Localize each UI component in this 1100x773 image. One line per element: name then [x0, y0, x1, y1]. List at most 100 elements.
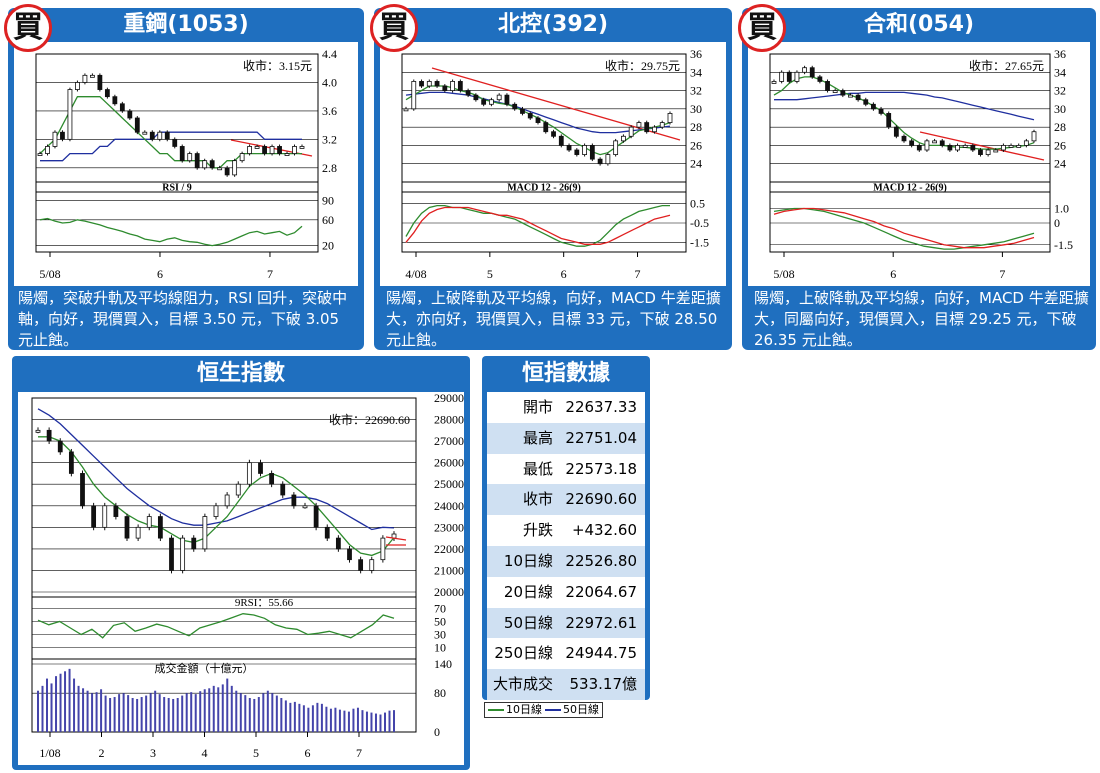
analysis-comment: 陽燭，上破降軌及平均線，向好，MACD 牛差距擴大，亦向好，現價買入，目標 33…: [386, 289, 721, 349]
sub-series-line: [773, 207, 1035, 249]
candle-body: [258, 462, 263, 474]
candle-body: [302, 505, 308, 509]
candle-body: [269, 473, 275, 485]
candle-body: [324, 526, 330, 539]
volume-tick-label: 0: [434, 725, 440, 739]
x-tick-label: 3: [150, 746, 156, 760]
hsi-card: 恒生指數 29000 28000 27000 26000 25000 24000 23000…: [12, 356, 470, 770]
sub-y-tick-label: 0: [1054, 216, 1060, 230]
candle-body: [848, 94, 853, 98]
candle-body: [213, 505, 219, 517]
legend-label-ma10: 10日線: [506, 703, 542, 716]
candle-body: [605, 154, 611, 165]
candle-body: [1001, 145, 1006, 151]
x-tick-label: 5: [487, 267, 493, 281]
sub-series-line: [405, 204, 670, 247]
candle-body: [481, 99, 487, 105]
rsi-tick-label: 50: [434, 615, 446, 629]
candle-body: [75, 82, 80, 90]
candle-body: [202, 160, 208, 169]
candle-body: [277, 146, 282, 154]
candle-body: [450, 81, 455, 91]
candle-body: [916, 145, 922, 151]
x-tick-label: 6: [890, 267, 896, 281]
candle-body: [901, 135, 907, 142]
candle-body: [35, 429, 41, 433]
chart-area: 36 34 32 30 28 26 24 收市：27.65元 MACD 12 - 26(9) 1.…: [748, 42, 1090, 286]
candle-body: [269, 146, 275, 154]
x-tick-label: 4: [202, 746, 208, 760]
y-tick-label: 30: [690, 102, 702, 116]
candle-body: [37, 153, 43, 156]
candle-body: [504, 94, 510, 105]
table-row: 250日線 24944.75: [487, 638, 645, 669]
y-tick-label: 30: [1054, 102, 1066, 116]
x-tick-label: 6: [561, 267, 567, 281]
legend-swatch-ma10: [488, 709, 504, 711]
chart-area: 36 34 32 30 28 26 24 收市：29.75元 MACD 12 - 26(9) 0.…: [380, 42, 726, 286]
y-tick-label: 20000: [434, 585, 464, 599]
candle-body: [224, 494, 230, 507]
candle-body: [347, 548, 352, 561]
candle-body: [52, 131, 58, 147]
table-row: 大市成交 533.17億: [487, 669, 645, 700]
candle-body: [909, 140, 915, 146]
candle-body: [825, 81, 830, 91]
row-key: 20日線: [503, 582, 553, 601]
row-key: 大市成交: [492, 675, 553, 694]
buy-badge: 買: [370, 4, 418, 52]
trend-line: [919, 131, 1045, 161]
stock-card-1053: 重鋼(1053) 4.4 4.0 3.6 3.2 2.8 收市：3.15元 RSI / 9 9…: [8, 8, 364, 350]
y-tick-label: 28000: [434, 413, 464, 427]
rsi-label: 9RSI：55.66: [235, 597, 294, 609]
candle-body: [955, 145, 960, 151]
candle-body: [434, 81, 440, 87]
analysis-comment: 陽燭，上破降軌及平均線，向好，MACD 牛差距擴大，同屬向好，現價買入，目標 2…: [754, 289, 1089, 349]
candle-body: [164, 131, 170, 140]
rsi-line: [37, 613, 395, 639]
plot-frame: [401, 53, 687, 253]
sub-chart-label: MACD 12 - 26(9): [873, 183, 947, 194]
candle-body: [135, 526, 141, 539]
candle-body: [102, 505, 108, 528]
volume-tick-label: 140: [434, 657, 452, 671]
chart-area: 29000 28000 27000 26000 25000 24000 23000 22000…: [18, 391, 464, 765]
row-key: 最低: [522, 459, 553, 478]
row-value: 22637.33: [565, 398, 637, 416]
table-row: 50日線 22972.61: [487, 607, 645, 639]
card-title: 重鋼(1053): [123, 12, 249, 37]
card-title: 恒生指數: [196, 361, 285, 386]
hsi-chart: 2900028000270002600025000240002300022000…: [31, 391, 464, 760]
candle-body: [886, 113, 892, 128]
trend-line: [385, 536, 407, 541]
table-row: 開市 22637.33: [487, 392, 645, 423]
rsi-tick-label: 30: [434, 628, 446, 642]
candle-body: [291, 494, 297, 507]
rsi-tick-label: 70: [434, 602, 446, 616]
candle-body: [652, 126, 657, 133]
table-row: 收市 22690.60: [487, 484, 645, 516]
y-tick-label: 29000: [434, 392, 464, 405]
candle-body: [496, 94, 502, 101]
candle-body: [786, 71, 792, 82]
candle-body: [124, 516, 130, 539]
candle-body: [232, 160, 238, 176]
stock-chart: 36 34 32 30 28 26 24 收市：29.75元 MACD 12 - 26(9) 0.…: [401, 47, 709, 281]
candle-body: [292, 146, 297, 154]
candle-body: [667, 113, 673, 123]
candle-body: [832, 90, 838, 93]
candle-body: [142, 131, 148, 135]
candle-body: [91, 505, 97, 528]
y-tick-label: 24: [690, 157, 702, 171]
sub-y-tick-label: 0.5: [690, 197, 705, 211]
candle-body: [442, 85, 448, 91]
stock-card-054: 合和(054) 36 34 32 30 28 26 24 收市：27.65元 MACD 12 -…: [742, 8, 1096, 350]
x-tick-label: 7: [999, 267, 1005, 281]
card-title: 合和(054): [863, 12, 975, 37]
candle-body: [235, 483, 241, 496]
table-row: 10日線 22526.80: [487, 545, 645, 577]
candle-body: [169, 537, 174, 571]
candle-body: [802, 67, 807, 73]
candle-body: [239, 153, 245, 162]
ma10-line: [773, 76, 1035, 150]
